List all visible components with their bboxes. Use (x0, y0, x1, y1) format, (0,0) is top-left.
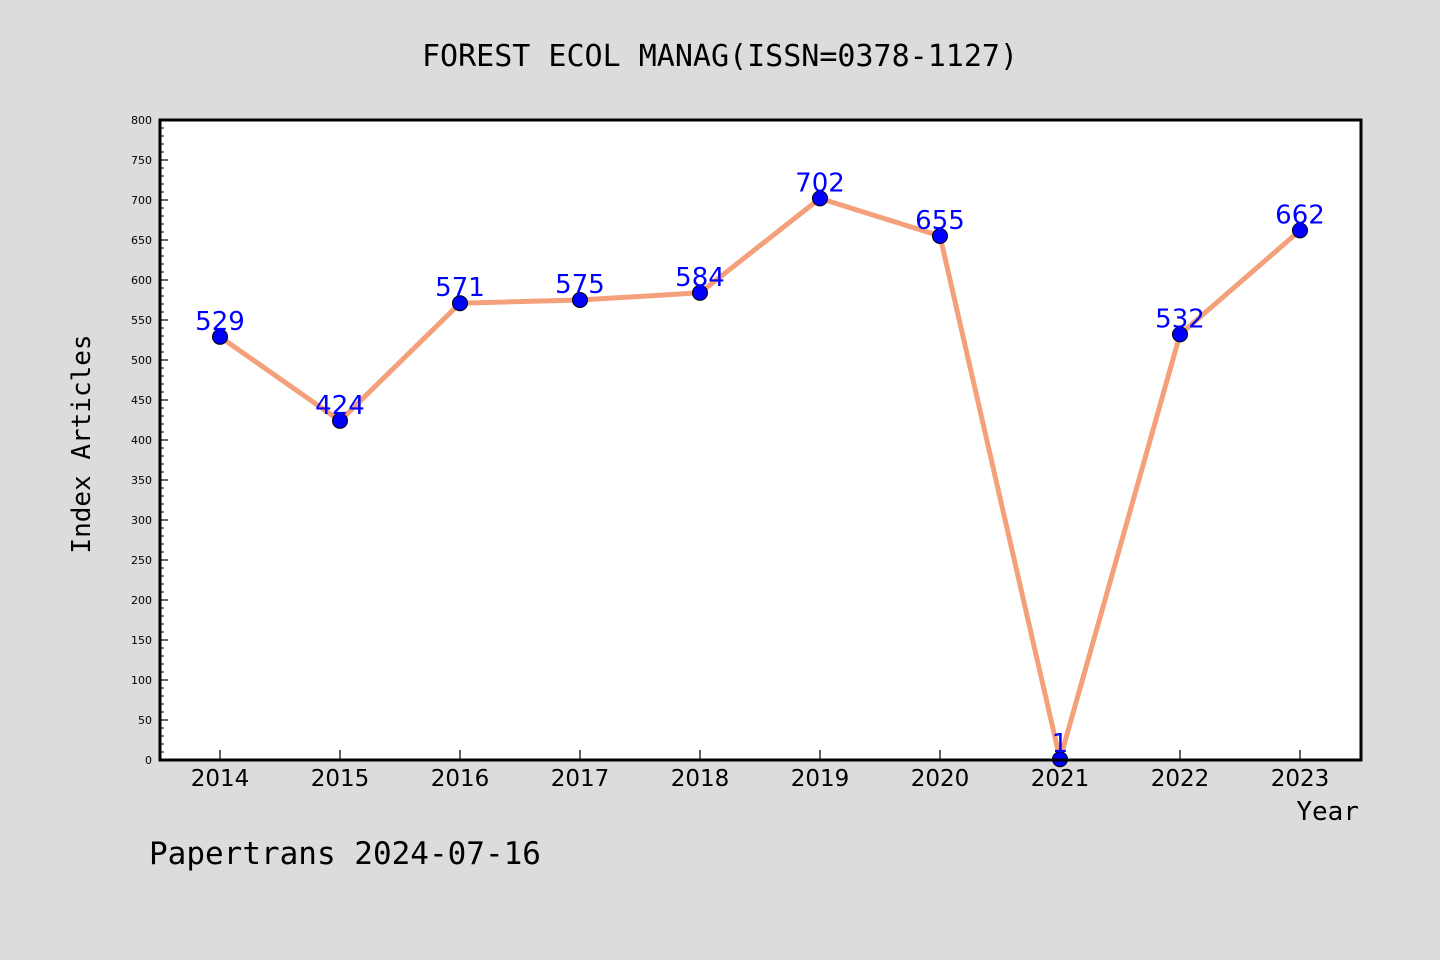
x-axis-label: Year (1296, 797, 1359, 827)
data-point-marker (692, 284, 708, 301)
x-tick-label: 2019 (791, 766, 850, 792)
y-tick-label: 0 (145, 754, 152, 767)
x-tick-label: 2021 (1031, 766, 1090, 792)
data-label: 662 (1275, 200, 1325, 230)
series-line (218, 195, 1302, 762)
y-tick-label: 150 (131, 634, 152, 647)
data-point-marker (572, 292, 588, 308)
data-label: 571 (435, 273, 485, 303)
data-label: 1 (1052, 729, 1069, 759)
x-tick-label: 2022 (1151, 766, 1210, 792)
x-tick-label: 2023 (1271, 766, 1330, 792)
x-tick-label: 2017 (551, 766, 610, 792)
data-point-marker (1172, 326, 1188, 343)
y-tick-label: 450 (131, 394, 152, 407)
x-tick-label: 2016 (431, 766, 490, 792)
data-label: 575 (555, 270, 605, 300)
y-tick-label: 650 (131, 234, 152, 247)
x-tick-label: 2018 (671, 766, 730, 792)
series-line-group (218, 195, 1302, 762)
data-point-marker (212, 328, 228, 345)
data-point-marker (452, 295, 468, 312)
y-tick-label: 350 (131, 474, 152, 487)
data-labels-group: 529 424 571 575 584 702 655 1 532 662 (195, 168, 1325, 759)
y-tick-label: 200 (131, 594, 152, 607)
plot-area (160, 120, 1361, 760)
y-tick-label: 400 (131, 434, 152, 447)
y-tick-label: 700 (131, 194, 152, 207)
data-point-marker (932, 228, 948, 244)
series-markers-group (212, 190, 1308, 768)
y-tick-label: 800 (131, 114, 152, 127)
data-label: 529 (195, 307, 245, 337)
y-axis-label: Index Articles (67, 334, 97, 553)
data-label: 584 (675, 263, 725, 293)
data-label: 655 (915, 206, 965, 236)
footer-source-date: Papertrans 2024-07-16 (149, 836, 541, 872)
chart-title: FOREST ECOL MANAG(ISSN=0378-1127) (422, 39, 1018, 74)
y-tick-label: 550 (131, 314, 152, 327)
y-tick-label: 50 (138, 714, 152, 727)
y-tick-label: 500 (131, 354, 152, 367)
y-tick-label: 600 (131, 274, 152, 287)
data-label: 532 (1155, 304, 1205, 334)
y-tick-label: 100 (131, 674, 152, 687)
x-tick-label: 2015 (311, 766, 370, 792)
data-point-marker (1292, 222, 1308, 239)
x-tick-label: 2020 (911, 766, 970, 792)
y-axis-ticks: 0 50 100 150 200 250 300 350 400 450 500 550 600 650 7… (131, 114, 168, 767)
data-label: 424 (315, 391, 365, 421)
y-tick-label: 250 (131, 554, 152, 567)
plot-frame (158, 118, 1363, 762)
x-axis-ticks: 2014 2015 2016 2017 2018 2019 2020 2021 2022 2023 (191, 750, 1330, 792)
data-point-marker (812, 190, 828, 207)
y-tick-label: 750 (131, 154, 152, 167)
data-point-marker (332, 412, 348, 429)
y-tick-label: 300 (131, 514, 152, 527)
data-label: 702 (795, 168, 845, 198)
x-tick-label: 2014 (191, 766, 250, 792)
